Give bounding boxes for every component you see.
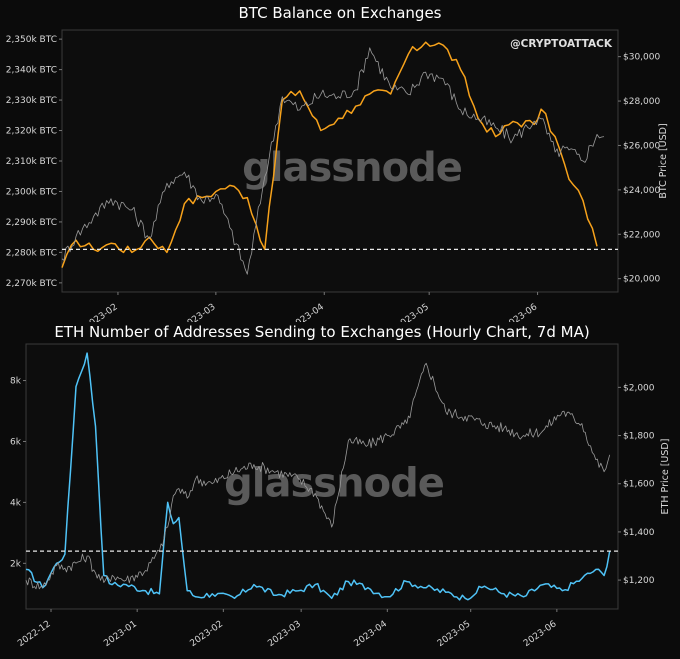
btc-balance-chart: BTC Balance on Exchanges glassnode @CRYPTO… [6, 4, 669, 322]
y-right-tick-label: $1,600 [623, 480, 655, 490]
chart-title: BTC Balance on Exchanges [239, 4, 442, 22]
y-left-tick-label: 2,320k BTC [6, 127, 57, 137]
x-tick-label: 2022-12 [16, 619, 53, 649]
y-right-tick-label: $24,000 [623, 186, 660, 196]
y-left-tick-label: 2,270k BTC [6, 279, 57, 289]
y-left-tick-label: 6k [10, 437, 22, 447]
y-right-tick-label: $22,000 [623, 230, 660, 240]
y-right-tick-label: $1,400 [623, 528, 655, 538]
y-right-tick-label: $28,000 [623, 97, 660, 107]
x-tick-label: 2023-06 [503, 302, 540, 322]
price-series-line [25, 362, 611, 590]
x-tick-label: 2023-05 [394, 302, 431, 322]
y-right-tick-label: $30,000 [623, 53, 660, 63]
y-right-axis-label: BTC Price [USD] [658, 123, 669, 198]
x-tick-label: 2023-04 [352, 619, 389, 649]
x-tick-label: 2023-02 [83, 302, 120, 322]
y-left-tick-label: 2,290k BTC [6, 218, 57, 228]
price-series-line [61, 47, 605, 275]
y-left-tick-label: 2,350k BTC [6, 35, 57, 45]
primary-series-line [25, 352, 611, 601]
y-left-tick-label: 8k [10, 377, 22, 387]
chart-title: ETH Number of Addresses Sending to Excha… [54, 323, 589, 341]
y-right-tick-label: $2,000 [623, 383, 655, 393]
x-tick-label: 2023-04 [289, 302, 326, 322]
y-left-tick-label: 2,300k BTC [6, 187, 57, 197]
y-right-tick-label: $26,000 [623, 141, 660, 151]
watermark: glassnode [224, 461, 444, 507]
y-left-tick-label: 2,310k BTC [6, 157, 57, 167]
y-left-tick-label: 2k [10, 559, 22, 569]
plot-area [61, 29, 619, 293]
x-tick-label: 2023-06 [522, 619, 559, 649]
plot-area [25, 343, 619, 610]
y-left-tick-label: 4k [10, 498, 22, 508]
x-tick-label: 2023-03 [266, 619, 303, 649]
handle-label: @CRYPTOATTACK [510, 38, 613, 50]
y-left-tick-label: 2,340k BTC [6, 66, 57, 76]
eth-addresses-chart: ETH Number of Addresses Sending to Excha… [10, 323, 671, 649]
x-tick-label: 2023-03 [181, 302, 218, 322]
y-right-tick-label: $20,000 [623, 275, 660, 285]
y-right-axis-label: ETH Price [USD] [660, 439, 671, 515]
y-right-tick-label: $1,800 [623, 432, 655, 442]
y-left-tick-label: 2,330k BTC [6, 96, 57, 106]
x-tick-label: 2023-01 [102, 619, 139, 649]
primary-series-line [61, 41, 598, 268]
x-tick-label: 2023-02 [189, 619, 226, 649]
y-left-tick-label: 2,280k BTC [6, 248, 57, 258]
y-right-tick-label: $1,200 [623, 576, 655, 586]
x-tick-label: 2023-05 [436, 619, 473, 649]
watermark: glassnode [242, 145, 462, 191]
